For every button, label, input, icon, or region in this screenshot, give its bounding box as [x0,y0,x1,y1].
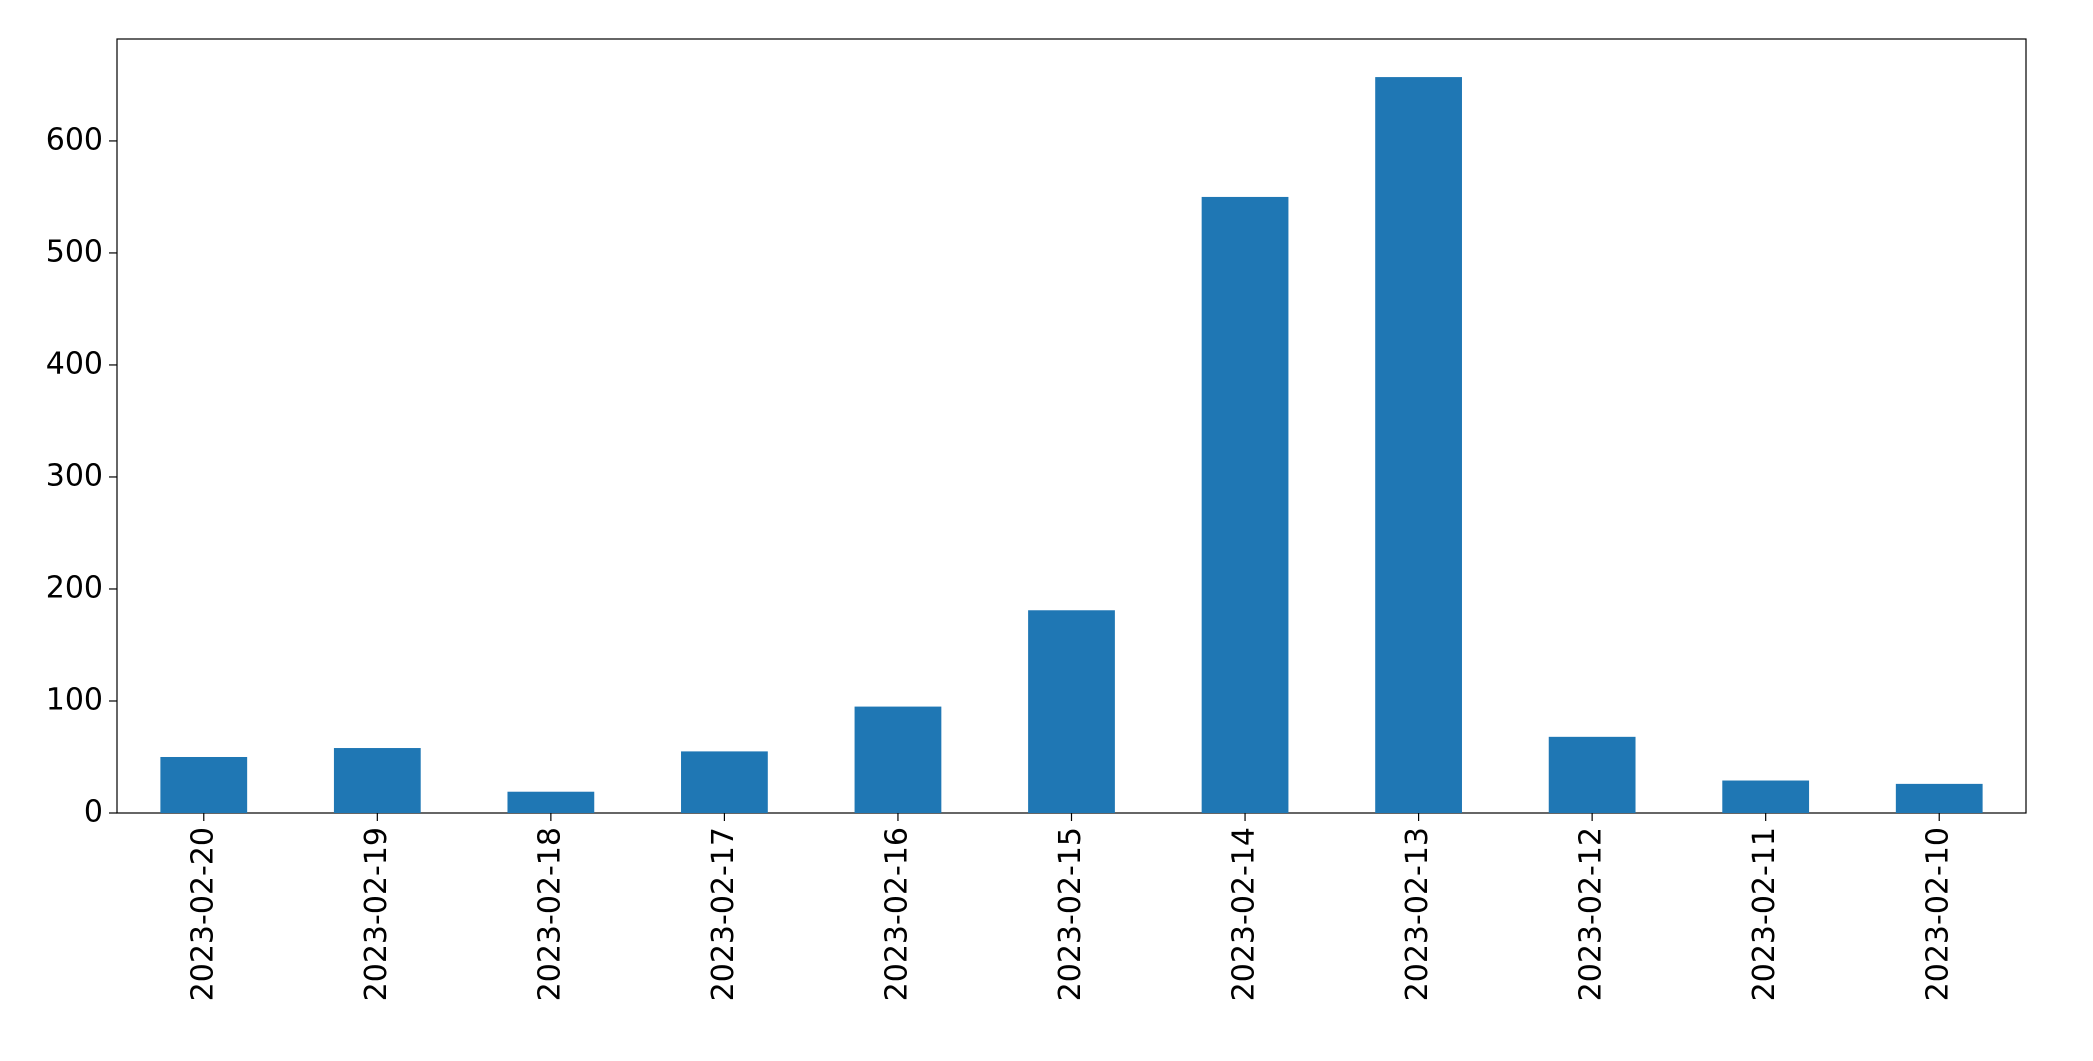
y-tick-label: 0 [84,795,103,830]
x-tick-label: 2023-02-17 [706,827,741,1001]
bar [1375,77,1462,814]
x-tick-label: 2023-02-11 [1747,827,1782,1001]
bar [1722,780,1810,813]
bar [333,748,421,813]
bar [160,756,248,813]
x-tick-label: 2023-02-16 [879,827,914,1001]
x-tick-label: 2023-02-18 [532,827,567,1001]
x-tick-label: 2023-02-15 [1053,827,1088,1001]
bar [1895,783,1983,813]
y-tick-label: 500 [46,234,103,269]
x-tick-label: 2023-02-20 [185,827,220,1001]
x-tick-label: 2023-02-12 [1574,827,1609,1001]
y-tick-label: 300 [46,458,103,493]
y-tick-label: 200 [46,570,103,605]
x-tick-label: 2023-02-13 [1400,827,1435,1001]
bar [1201,196,1289,813]
x-tick-label: 2023-02-14 [1227,827,1262,1001]
x-tick-label: 2023-02-10 [1921,827,1956,1001]
bar [1548,736,1636,813]
bar [1028,610,1115,813]
y-tick-label: 100 [46,682,103,717]
bar [681,751,768,813]
y-tick-label: 400 [46,346,103,381]
bar [854,706,942,813]
bar [507,791,595,813]
y-tick-label: 600 [46,122,103,157]
x-tick-label: 2023-02-19 [359,827,394,1001]
